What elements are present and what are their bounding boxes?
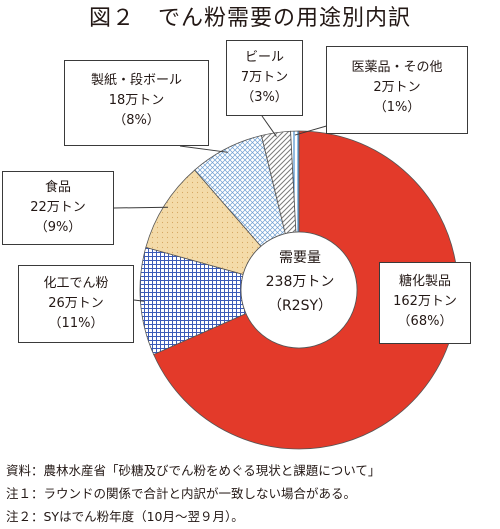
label-modified-starch: 化工でん粉 26万トン （11%）: [18, 265, 134, 343]
leader-line: [113, 206, 168, 209]
center-year: （R2SY）: [267, 298, 333, 314]
source-notes: 資料：農林水産省「砂糖及びでん粉をめぐる現状と課題について」 注１：ラウンドの関…: [6, 459, 380, 528]
label-sugar-products: 糖化製品 162万トン （68%）: [379, 262, 471, 344]
leader-line: [179, 145, 228, 153]
label-amount: 2万トン: [373, 80, 421, 95]
label-amount: 26万トン: [48, 296, 104, 311]
note-1: 注１：ラウンドの関係で合計と内訳が一致しない場合がある。: [6, 486, 357, 501]
label-amount: 162万トン: [393, 294, 457, 309]
label-percent: （11%）: [48, 316, 104, 331]
chart-title: 図２ でん粉需要の用途別内訳: [88, 6, 411, 31]
label-name: ビール: [244, 50, 284, 65]
label-name: 糖化製品: [398, 274, 451, 289]
leader-line: [294, 124, 331, 136]
label-beer: ビール 7万トン （3%）: [226, 40, 303, 116]
label-paper-cardboard: 製紙・段ボール 18万トン （8%）: [64, 60, 209, 146]
center-total: 238万トン: [265, 274, 335, 290]
label-name: 化工でん粉: [43, 276, 109, 291]
label-amount: 22万トン: [30, 200, 86, 215]
label-food: 食品 22万トン （9%）: [2, 171, 114, 245]
label-percent: （3%）: [241, 90, 288, 105]
leader-line: [133, 299, 145, 302]
label-name: 製紙・段ボール: [90, 73, 182, 88]
center-label: 需要量 238万トン （R2SY）: [244, 246, 356, 318]
label-amount: 18万トン: [108, 93, 165, 108]
center-title: 需要量: [279, 250, 321, 266]
label-percent: （68%）: [397, 314, 453, 329]
leader-line: [261, 115, 277, 137]
label-name: 医薬品・その他: [351, 60, 443, 75]
label-percent: （8%）: [113, 113, 160, 128]
label-medicine-other: 医薬品・その他 2万トン （1%）: [326, 46, 468, 134]
label-percent: （1%）: [373, 100, 421, 115]
label-percent: （9%）: [34, 220, 82, 235]
note-source: 資料：農林水産省「砂糖及びでん粉をめぐる現状と課題について」: [6, 463, 381, 478]
label-amount: 7万トン: [240, 70, 289, 85]
label-name: 食品: [44, 180, 71, 195]
donut-hole: [240, 231, 358, 349]
note-2: 注２：SYはでん粉年度（10月～翌９月）。: [6, 509, 244, 524]
